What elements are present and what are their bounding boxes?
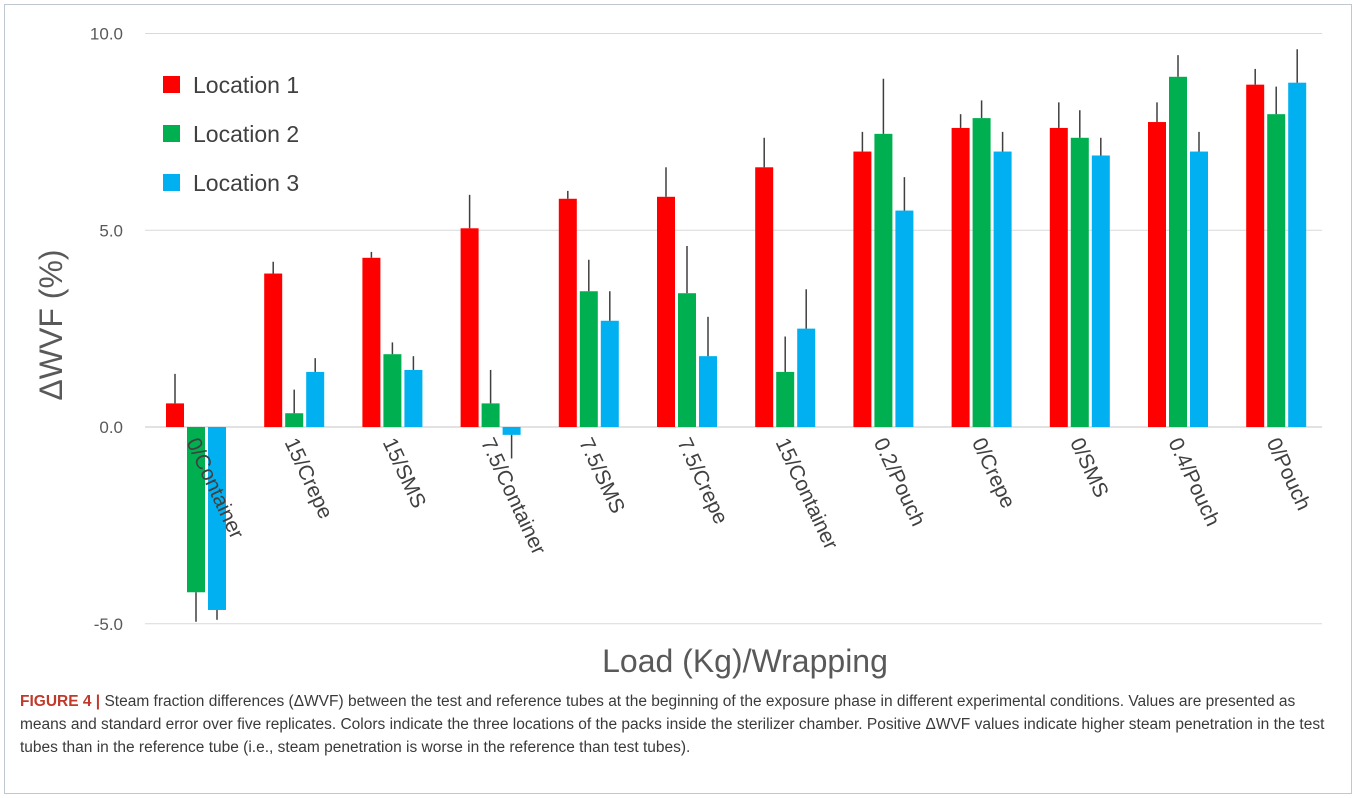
- legend-label: Location 2: [193, 121, 299, 147]
- category-label: 0/Pouch: [1262, 434, 1315, 514]
- category-label: 0.2/Pouch: [869, 434, 930, 529]
- bar: [657, 196, 675, 427]
- bar: [558, 198, 577, 427]
- bar: [502, 427, 521, 435]
- bar: [404, 369, 423, 427]
- error-bars: [174, 49, 1298, 622]
- caption-text: Steam fraction differences (ΔWVF) betwee…: [20, 693, 1325, 756]
- bar: [874, 133, 893, 427]
- y-axis-title: ΔWVF (%): [33, 249, 69, 400]
- category-label: 7.5/Crepe: [672, 434, 732, 527]
- legend: Location 1 Location 2 Location 3: [163, 72, 299, 196]
- legend-label: Location 1: [193, 72, 299, 98]
- x-axis-title: Load (Kg)/Wrapping: [602, 643, 888, 679]
- bar: [895, 210, 914, 427]
- bar: [972, 118, 991, 427]
- legend-swatch: [163, 76, 180, 93]
- bar: [951, 127, 970, 427]
- bar: [383, 354, 402, 427]
- category-label: 0/Crepe: [967, 434, 1019, 511]
- gridlines: [145, 33, 1322, 625]
- bar: [678, 293, 696, 427]
- bar: [755, 167, 774, 428]
- bar: [1169, 76, 1187, 427]
- bar: [166, 403, 184, 427]
- y-tick-label: -5.0: [94, 615, 123, 634]
- bar: [1070, 137, 1089, 427]
- bar: [1288, 82, 1307, 427]
- bar: [1267, 114, 1286, 427]
- category-label: 0/SMS: [1065, 434, 1112, 501]
- bars: [166, 76, 1307, 610]
- bar: [306, 371, 325, 427]
- bar: [285, 413, 304, 427]
- y-tick-label: 5.0: [99, 221, 123, 240]
- bar: [993, 151, 1012, 428]
- legend-label: Location 3: [193, 170, 299, 196]
- bar: [797, 328, 816, 427]
- bar: [1190, 151, 1208, 428]
- category-label: 15/Crepe: [280, 434, 337, 522]
- figure-frame: [4, 4, 1352, 794]
- category-labels: 0/Container 15/Crepe 15/SMS 7.5/Container 7.…: [181, 434, 1315, 558]
- category-label: 7.5/Container: [476, 434, 550, 558]
- bar: [187, 427, 205, 593]
- bar: [208, 427, 226, 610]
- bar: [579, 291, 598, 427]
- category-label: 15/Container: [771, 434, 843, 553]
- y-tick-label: 0.0: [99, 418, 123, 437]
- y-tick-labels: 10.0 5.0 0.0 -5.0: [90, 25, 123, 634]
- bar: [699, 356, 717, 427]
- bar-chart: 10.05.00.0-5.0 0/Container 15/Crepe 15/SMS…: [33, 25, 1322, 679]
- bar: [1091, 155, 1110, 428]
- bar: [853, 151, 872, 428]
- legend-swatch: [163, 174, 180, 191]
- bar: [362, 257, 381, 427]
- category-label: 15/SMS: [378, 434, 430, 511]
- caption-label: FIGURE 4 |: [20, 693, 101, 710]
- category-label: 0.4/Pouch: [1163, 434, 1224, 529]
- bar: [1148, 122, 1166, 427]
- bar: [481, 403, 500, 427]
- figure-caption: FIGURE 4 | Steam fraction differences (Δ…: [20, 690, 1338, 759]
- bar: [776, 371, 795, 427]
- category-label: 7.5/SMS: [574, 434, 629, 517]
- bar: [1246, 84, 1265, 427]
- legend-swatch: [163, 125, 180, 142]
- bar: [1049, 127, 1068, 427]
- bar: [460, 228, 479, 427]
- bar: [264, 273, 283, 427]
- bar: [600, 320, 619, 427]
- y-tick-label: 10.0: [90, 25, 123, 44]
